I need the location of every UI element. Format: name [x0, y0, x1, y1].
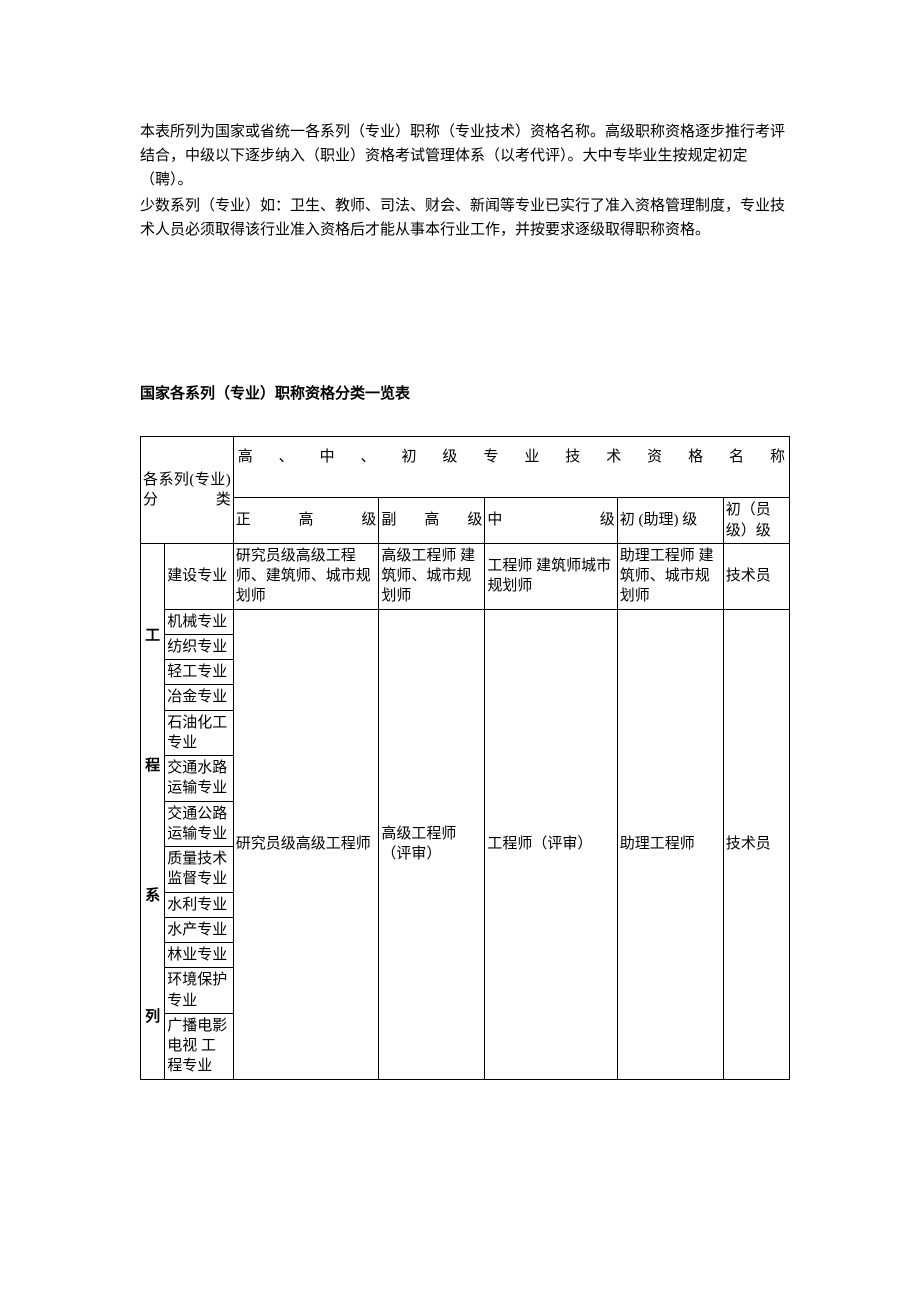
header-row-2: 正高级 副高级 中级 初 (助理) 级 初（员 级）级 — [141, 498, 790, 544]
spec-m2: 轻工专业 — [165, 660, 233, 685]
row-m0: 机械专业 研究员级高级工程师 高级工程师（评审） 工程师（评审） 助理工程师 技… — [141, 609, 790, 634]
classification-table: 各系列(专业)分类 高、中、初级专业技术资格名称 正高级 副高级 中级 初 (助… — [140, 436, 790, 1080]
c4-construction: 助理工程师 建筑师、城市规划师 — [617, 543, 723, 609]
spec-m4: 石油化工专业 — [165, 710, 233, 756]
intro-p1: 本表所列为国家或省统一各系列（专业）职称（专业技术）资格名称。高级职称资格逐步推… — [140, 120, 790, 192]
spec-m11: 环境保护专业 — [165, 968, 233, 1014]
spec-m5: 交通水路运输专业 — [165, 756, 233, 802]
hdr-czl: 初 (助理) 级 — [617, 498, 723, 544]
hdr-zj: 中级 — [485, 498, 617, 544]
header-row-1: 各系列(专业)分类 高、中、初级专业技术资格名称 — [141, 437, 790, 498]
vc2: 程 — [143, 756, 162, 776]
table-title: 国家各系列（专业）职称资格分类一览表 — [140, 382, 790, 406]
spec-m1: 纺织专业 — [165, 634, 233, 659]
c2-construction: 高级工程师 建筑师、城市规划师 — [379, 543, 485, 609]
intro-text: 本表所列为国家或省统一各系列（专业）职称（专业技术）资格名称。高级职称资格逐步推… — [140, 120, 790, 242]
hdr-series: 各系列(专业)分类 — [141, 437, 234, 544]
vc4: 列 — [143, 1007, 162, 1027]
hdr-fgj: 副高级 — [379, 498, 485, 544]
spec-m6: 交通公路运输专业 — [165, 801, 233, 847]
intro-p2: 少数系列（专业）如：卫生、教师、司法、财会、新闻等专业已实行了准入资格管理制度，… — [140, 194, 790, 242]
spec-m0: 机械专业 — [165, 609, 233, 634]
spec-construction: 建设专业 — [165, 543, 233, 609]
c5-merged: 技术员 — [723, 609, 789, 1079]
vc3: 系 — [143, 886, 162, 906]
c3-merged: 工程师（评审） — [485, 609, 617, 1079]
spec-m7: 质量技术监督专业 — [165, 847, 233, 893]
spec-m8: 水利专业 — [165, 892, 233, 917]
c1-construction: 研究员级高级工程师、建筑师、城市规划师 — [233, 543, 379, 609]
c5-construction: 技术员 — [723, 543, 789, 609]
spec-m9: 水产专业 — [165, 917, 233, 942]
hdr-cyj: 初（员 级）级 — [723, 498, 789, 544]
c1-merged: 研究员级高级工程师 — [233, 609, 379, 1079]
c3-construction: 工程师 建筑师城市规划师 — [485, 543, 617, 609]
spec-m10: 林业专业 — [165, 943, 233, 968]
c4-merged: 助理工程师 — [617, 609, 723, 1079]
hdr-merged: 高、中、初级专业技术资格名称 — [233, 437, 789, 498]
c2-merged: 高级工程师（评审） — [379, 609, 485, 1079]
spec-m3: 冶金专业 — [165, 685, 233, 710]
series-vcol: 工 程 系 列 — [141, 543, 165, 1079]
hdr-zhgj: 正高级 — [233, 498, 379, 544]
row-construction: 工 程 系 列 建设专业 研究员级高级工程师、建筑师、城市规划师 高级工程师 建… — [141, 543, 790, 609]
spec-m12: 广播电影电视 工程专业 — [165, 1013, 233, 1079]
vc1: 工 — [143, 626, 162, 646]
